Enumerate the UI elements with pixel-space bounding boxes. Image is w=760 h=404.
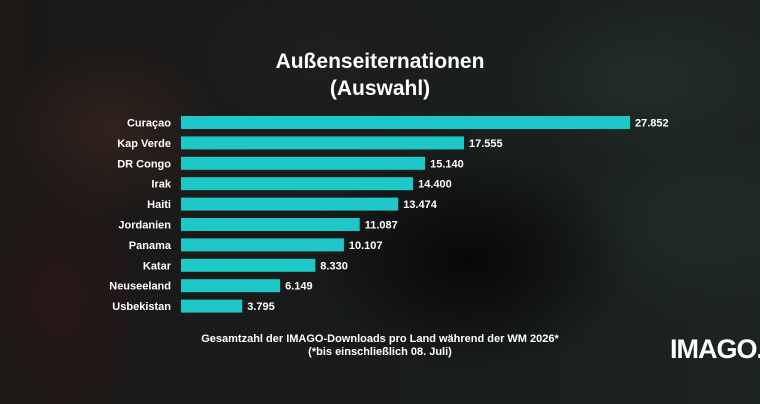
bar-3 [181,177,414,191]
bar-0 [181,116,630,129]
bar-7 [181,258,316,272]
value-label-0: 27.852 [635,118,669,130]
value-label-8: 6.149 [285,281,313,293]
chart-title-line-2: (Auswahl) [329,77,431,100]
category-label-4: Haiti [147,199,171,211]
bar-1 [181,136,464,150]
value-label-7: 8.330 [320,260,348,272]
category-label-1: Kap Verde [117,138,171,150]
bar-5 [181,218,360,231]
category-label-7: Katar [143,260,172,272]
chart-caption: Gesamtzahl der IMAGO-Downloads pro Land … [0,333,760,359]
value-label-3: 14.400 [418,179,452,191]
bar-6 [181,238,344,252]
category-label-2: DR Congo [117,158,171,170]
value-label-6: 10.107 [349,240,383,252]
bar-9 [181,299,243,313]
value-label-2: 15.140 [430,158,464,170]
chart-title-line-1: Außenseiternationen [275,50,485,73]
category-label-9: Usbekistan [112,301,171,313]
caption-line-2: (*bis einschließlich 08. Juli) [308,346,452,358]
value-label-4: 13.474 [403,199,438,211]
bar-8 [181,279,281,293]
category-label-0: Curaçao [127,118,171,130]
category-label-5: Jordanien [118,220,171,232]
bar-2 [181,156,426,170]
value-label-9: 3.795 [247,301,275,313]
bar-4 [181,197,399,211]
imago-logo: IMAGO. [670,334,760,364]
category-label-6: Panama [129,240,172,252]
category-label-3: Irak [151,179,171,191]
value-label-1: 17.555 [469,138,503,150]
caption-line-1: Gesamtzahl der IMAGO-Downloads pro Land … [201,333,559,345]
chart-title: Außenseiternationen (Auswahl) [0,48,760,102]
value-label-5: 11.087 [365,220,398,232]
category-label-8: Neuseeland [109,281,171,293]
